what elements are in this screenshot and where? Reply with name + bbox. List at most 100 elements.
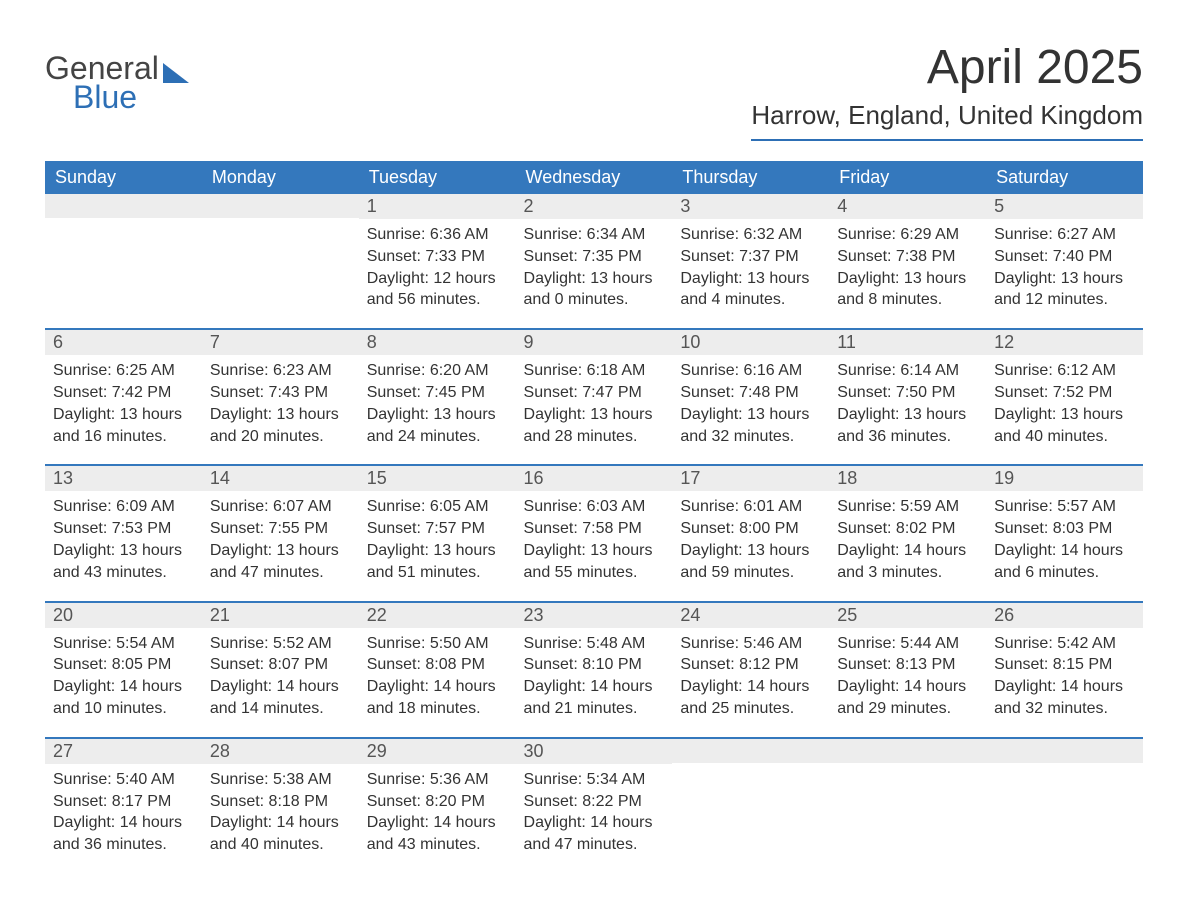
daylight-text-line2: and 6 minutes. [994,563,1135,584]
sunrise-text: Sunrise: 6:29 AM [837,225,978,246]
day-number [829,739,986,763]
sunset-text: Sunset: 7:40 PM [994,247,1135,268]
sunrise-text: Sunrise: 5:52 AM [210,634,351,655]
day-number: 13 [45,466,202,491]
daylight-text-line1: Daylight: 14 hours [524,677,665,698]
day-content: Sunrise: 6:16 AMSunset: 7:48 PMDaylight:… [672,355,829,464]
logo-triangle-icon [163,63,189,83]
daylight-text-line2: and 18 minutes. [367,699,508,720]
day-cell: 17Sunrise: 6:01 AMSunset: 8:00 PMDayligh… [672,465,829,601]
day-cell [829,738,986,873]
daylight-text-line2: and 40 minutes. [210,835,351,856]
sunrise-text: Sunrise: 6:36 AM [367,225,508,246]
sunrise-text: Sunrise: 5:40 AM [53,770,194,791]
sunrise-text: Sunrise: 5:50 AM [367,634,508,655]
sunrise-text: Sunrise: 5:57 AM [994,497,1135,518]
sunset-text: Sunset: 7:47 PM [524,383,665,404]
day-content: Sunrise: 5:36 AMSunset: 8:20 PMDaylight:… [359,764,516,873]
daylight-text-line1: Daylight: 14 hours [210,813,351,834]
week-row: 6Sunrise: 6:25 AMSunset: 7:42 PMDaylight… [45,329,1143,465]
day-number: 29 [359,739,516,764]
day-content: Sunrise: 5:42 AMSunset: 8:15 PMDaylight:… [986,628,1143,737]
day-cell: 14Sunrise: 6:07 AMSunset: 7:55 PMDayligh… [202,465,359,601]
daylight-text-line2: and 12 minutes. [994,290,1135,311]
daylight-text-line1: Daylight: 13 hours [680,405,821,426]
day-cell: 22Sunrise: 5:50 AMSunset: 8:08 PMDayligh… [359,602,516,738]
sunset-text: Sunset: 8:07 PM [210,655,351,676]
day-content: Sunrise: 5:34 AMSunset: 8:22 PMDaylight:… [516,764,673,873]
day-content: Sunrise: 6:34 AMSunset: 7:35 PMDaylight:… [516,219,673,328]
daylight-text-line1: Daylight: 14 hours [680,677,821,698]
sunset-text: Sunset: 8:02 PM [837,519,978,540]
day-cell: 13Sunrise: 6:09 AMSunset: 7:53 PMDayligh… [45,465,202,601]
day-number: 12 [986,330,1143,355]
day-content: Sunrise: 6:05 AMSunset: 7:57 PMDaylight:… [359,491,516,600]
sunrise-text: Sunrise: 5:38 AM [210,770,351,791]
day-cell: 28Sunrise: 5:38 AMSunset: 8:18 PMDayligh… [202,738,359,873]
day-cell: 24Sunrise: 5:46 AMSunset: 8:12 PMDayligh… [672,602,829,738]
day-cell: 16Sunrise: 6:03 AMSunset: 7:58 PMDayligh… [516,465,673,601]
day-content: Sunrise: 6:09 AMSunset: 7:53 PMDaylight:… [45,491,202,600]
day-number: 22 [359,603,516,628]
day-number: 11 [829,330,986,355]
sunset-text: Sunset: 8:00 PM [680,519,821,540]
sunset-text: Sunset: 8:20 PM [367,792,508,813]
sunrise-text: Sunrise: 5:36 AM [367,770,508,791]
day-content: Sunrise: 5:52 AMSunset: 8:07 PMDaylight:… [202,628,359,737]
day-cell: 1Sunrise: 6:36 AMSunset: 7:33 PMDaylight… [359,194,516,329]
sunset-text: Sunset: 7:33 PM [367,247,508,268]
sunset-text: Sunset: 7:37 PM [680,247,821,268]
daylight-text-line2: and 8 minutes. [837,290,978,311]
daylight-text-line1: Daylight: 14 hours [524,813,665,834]
daylight-text-line1: Daylight: 14 hours [994,677,1135,698]
day-cell: 21Sunrise: 5:52 AMSunset: 8:07 PMDayligh… [202,602,359,738]
day-number: 10 [672,330,829,355]
day-cell: 7Sunrise: 6:23 AMSunset: 7:43 PMDaylight… [202,329,359,465]
day-content [202,218,359,318]
day-cell: 23Sunrise: 5:48 AMSunset: 8:10 PMDayligh… [516,602,673,738]
daylight-text-line1: Daylight: 13 hours [367,541,508,562]
day-content: Sunrise: 5:48 AMSunset: 8:10 PMDaylight:… [516,628,673,737]
day-cell: 30Sunrise: 5:34 AMSunset: 8:22 PMDayligh… [516,738,673,873]
day-number: 1 [359,194,516,219]
day-number: 26 [986,603,1143,628]
weekday-header: Friday [829,161,986,194]
day-number: 6 [45,330,202,355]
daylight-text-line2: and 14 minutes. [210,699,351,720]
day-number: 17 [672,466,829,491]
daylight-text-line2: and 43 minutes. [367,835,508,856]
sunset-text: Sunset: 7:52 PM [994,383,1135,404]
daylight-text-line2: and 43 minutes. [53,563,194,584]
weekday-header: Tuesday [359,161,516,194]
day-number: 9 [516,330,673,355]
day-cell: 4Sunrise: 6:29 AMSunset: 7:38 PMDaylight… [829,194,986,329]
day-cell: 18Sunrise: 5:59 AMSunset: 8:02 PMDayligh… [829,465,986,601]
day-number: 8 [359,330,516,355]
sunset-text: Sunset: 7:53 PM [53,519,194,540]
sunrise-text: Sunrise: 6:03 AM [524,497,665,518]
day-content: Sunrise: 6:07 AMSunset: 7:55 PMDaylight:… [202,491,359,600]
day-cell: 15Sunrise: 6:05 AMSunset: 7:57 PMDayligh… [359,465,516,601]
day-number: 23 [516,603,673,628]
weekday-header: Wednesday [516,161,673,194]
daylight-text-line1: Daylight: 13 hours [994,269,1135,290]
day-cell [986,738,1143,873]
sunrise-text: Sunrise: 5:48 AM [524,634,665,655]
sunset-text: Sunset: 7:57 PM [367,519,508,540]
day-number: 14 [202,466,359,491]
day-number: 16 [516,466,673,491]
sunrise-text: Sunrise: 6:25 AM [53,361,194,382]
day-cell: 6Sunrise: 6:25 AMSunset: 7:42 PMDaylight… [45,329,202,465]
daylight-text-line2: and 36 minutes. [53,835,194,856]
daylight-text-line1: Daylight: 13 hours [680,541,821,562]
sunrise-text: Sunrise: 6:23 AM [210,361,351,382]
day-cell [202,194,359,329]
day-cell [672,738,829,873]
daylight-text-line1: Daylight: 13 hours [680,269,821,290]
day-content: Sunrise: 5:59 AMSunset: 8:02 PMDaylight:… [829,491,986,600]
day-content: Sunrise: 6:14 AMSunset: 7:50 PMDaylight:… [829,355,986,464]
day-cell: 8Sunrise: 6:20 AMSunset: 7:45 PMDaylight… [359,329,516,465]
day-number [986,739,1143,763]
day-content: Sunrise: 6:18 AMSunset: 7:47 PMDaylight:… [516,355,673,464]
sunrise-text: Sunrise: 6:16 AM [680,361,821,382]
